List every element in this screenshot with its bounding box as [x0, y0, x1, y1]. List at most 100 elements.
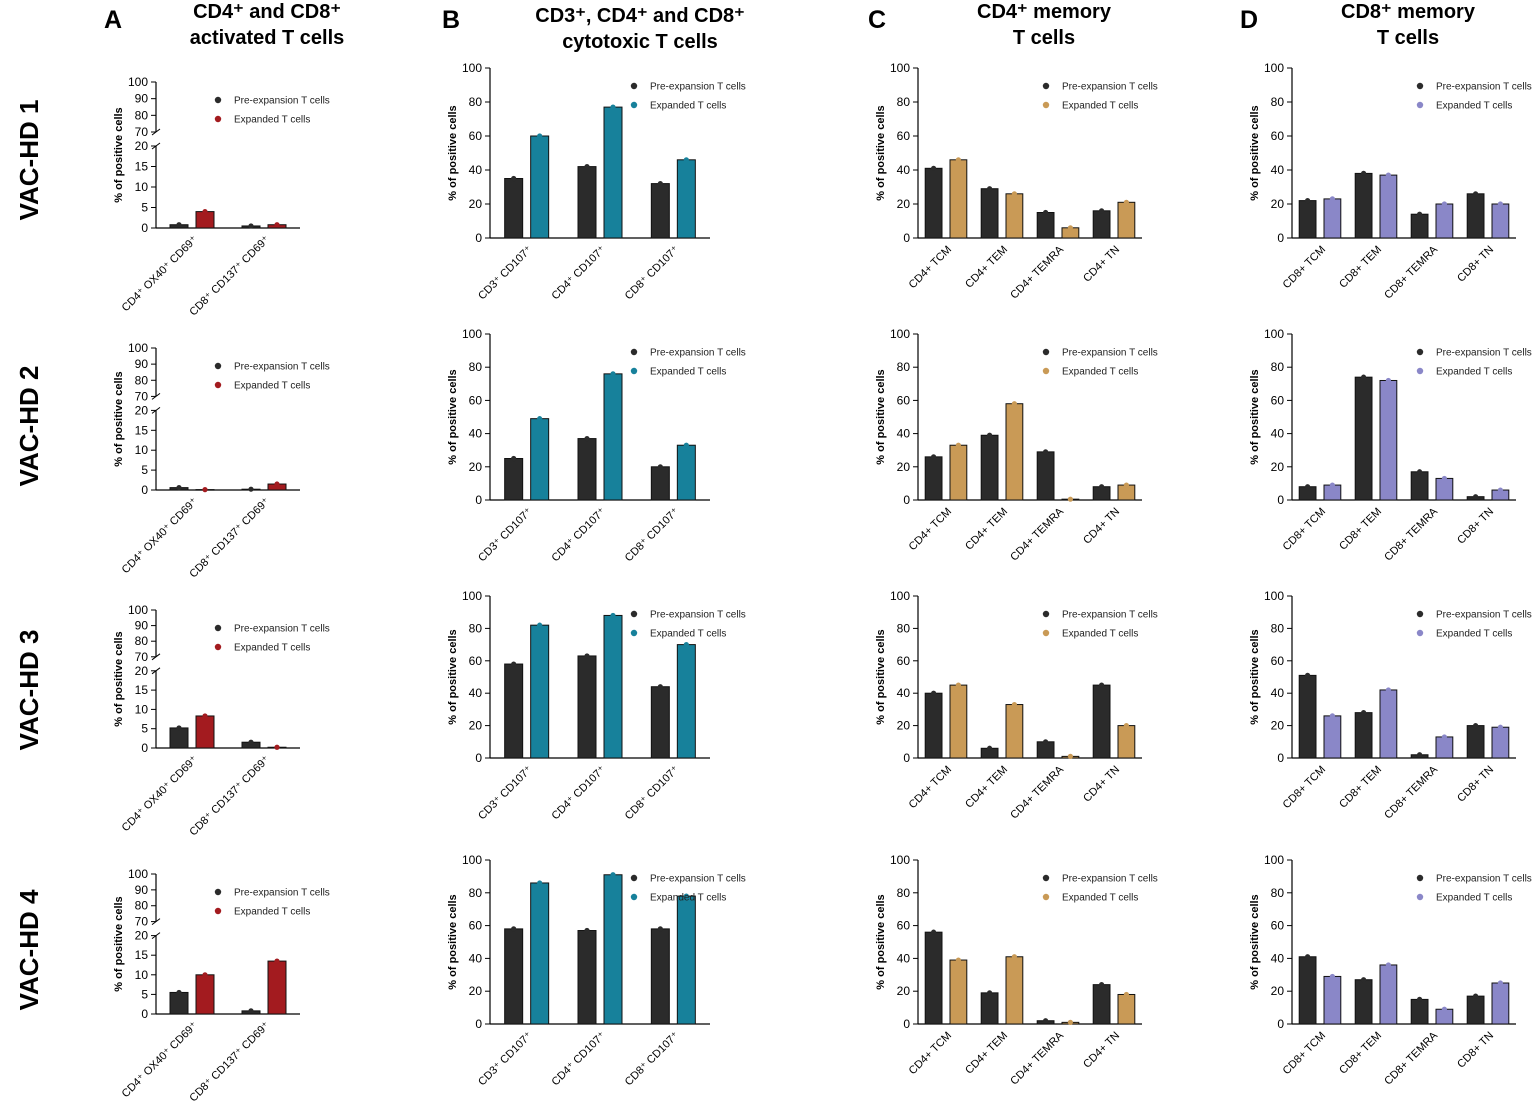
data-point-pre-expansion: [1305, 484, 1311, 490]
data-point-expanded: [1067, 1019, 1073, 1025]
data-point-pre-expansion: [584, 435, 590, 442]
x-category-label: CD3⁺ CD107⁺: [476, 764, 535, 823]
x-category-label: CD8⁺ CD107⁺: [623, 244, 682, 303]
bar-expanded: [1379, 689, 1398, 759]
y-tick-label: 100: [890, 327, 910, 341]
data-point-pre-expansion: [1305, 672, 1311, 678]
bar-expanded: [603, 106, 623, 239]
x-category-label: CD4⁺ CD107⁺: [549, 764, 608, 823]
y-axis-label: % of positive cells: [875, 105, 887, 200]
y-tick-label: 80: [897, 621, 911, 635]
legend-marker-expanded: [630, 101, 638, 109]
y-tick-label: 0: [475, 751, 482, 765]
data-point-expanded: [1329, 973, 1335, 980]
bar-pre-expansion: [1466, 725, 1485, 759]
bar-pre-expansion: [650, 928, 670, 1025]
y-axis-label: % of positive cells: [875, 894, 887, 989]
x-category-label: CD8+ TCM: [1281, 764, 1328, 811]
data-point-pre-expansion: [657, 684, 663, 690]
panel-title-d: CD8⁺ memory: [1341, 1, 1476, 23]
y-axis-label: % of positive cells: [113, 371, 125, 466]
x-category-label: CD8⁺ CD137⁺ CD69⁺: [187, 1020, 272, 1105]
bar-expanded: [1005, 956, 1024, 1025]
y-tick-label: 100: [1264, 61, 1284, 75]
legend-marker-expanded: [214, 643, 222, 651]
y-tick-label: 20: [135, 139, 149, 153]
data-point-expanded: [1123, 723, 1129, 729]
x-category-label: CD3⁺ CD107⁺: [476, 244, 535, 303]
y-tick-label: 40: [897, 951, 911, 965]
chart-a-row2: 70 80 90 100 0 5 10 15 20 % of positive cells CD4⁺…: [113, 341, 330, 580]
x-category-label: CD8+ TEM: [1337, 764, 1384, 811]
legend-marker-pre-expansion: [1042, 348, 1050, 356]
bar-expanded: [530, 624, 550, 759]
data-point-pre-expansion: [176, 725, 182, 731]
bar-expanded: [1379, 379, 1398, 501]
bar-expanded: [267, 960, 287, 1015]
bar-expanded: [530, 135, 550, 239]
y-tick-label: 60: [1271, 129, 1285, 143]
y-tick-label: 40: [469, 686, 483, 700]
data-point-pre-expansion: [176, 222, 182, 228]
data-point-pre-expansion: [248, 1008, 254, 1014]
y-tick-label: 0: [141, 1007, 148, 1021]
bar-expanded: [603, 614, 623, 759]
bar-pre-expansion: [650, 183, 670, 239]
y-tick-label: 80: [1271, 95, 1285, 109]
y-tick-label: 20: [1271, 197, 1285, 211]
y-tick-label: 80: [469, 360, 483, 374]
y-tick-label: 5: [141, 463, 148, 477]
data-point-pre-expansion: [1099, 982, 1105, 988]
data-point-pre-expansion: [176, 485, 182, 491]
y-tick-label: 40: [897, 427, 911, 441]
bar-pre-expansion: [1410, 471, 1429, 501]
bar-pre-expansion: [1466, 995, 1485, 1025]
y-tick-label: 5: [141, 722, 148, 736]
y-axis-label: % of positive cells: [113, 631, 125, 726]
data-point-pre-expansion: [1043, 209, 1049, 216]
data-point-pre-expansion: [248, 739, 254, 745]
legend-marker-expanded: [214, 381, 222, 389]
data-point-expanded: [1329, 482, 1335, 488]
legend-label-expanded: Expanded T cells: [1062, 893, 1138, 904]
x-category-label: CD8+ TN: [1455, 506, 1496, 547]
y-tick-label: 80: [897, 886, 911, 900]
y-tick-label: 0: [475, 493, 482, 507]
data-point-pre-expansion: [1305, 198, 1311, 204]
legend-marker-pre-expansion: [214, 624, 222, 632]
bar-expanded: [1379, 964, 1398, 1025]
bar-pre-expansion: [1354, 376, 1373, 501]
y-tick-label: 40: [1271, 427, 1285, 441]
data-point-pre-expansion: [657, 464, 663, 470]
legend-marker-pre-expansion: [1416, 348, 1424, 356]
y-tick-label: 20: [469, 197, 483, 211]
panel-title-a: activated T cells: [190, 27, 345, 49]
panel-title-b: CD3⁺, CD4⁺ and CD8⁺: [535, 5, 744, 27]
legend-marker-pre-expansion: [630, 348, 638, 356]
bar-pre-expansion: [980, 188, 999, 239]
bar-pre-expansion: [504, 458, 524, 501]
y-tick-label: 0: [1277, 1017, 1284, 1031]
data-point-expanded: [1497, 487, 1503, 493]
x-category-label: CD4+ TCM: [907, 506, 954, 553]
y-axis-label: % of positive cells: [113, 896, 125, 991]
x-category-label: CD4+ TCM: [907, 764, 954, 811]
bar-expanded: [1435, 477, 1454, 501]
y-tick-label: 80: [897, 95, 911, 109]
y-tick-label: 100: [128, 867, 148, 881]
x-category-label: CD8+ TN: [1455, 244, 1496, 285]
y-tick-label: 15: [135, 160, 149, 174]
y-tick-label: 0: [903, 493, 910, 507]
bar-pre-expansion: [1092, 684, 1111, 759]
legend-marker-expanded: [1416, 367, 1424, 375]
bar-expanded: [603, 874, 623, 1025]
x-category-label: CD8+ TN: [1455, 764, 1496, 805]
data-point-pre-expansion: [1417, 469, 1423, 475]
y-tick-label: 80: [1271, 621, 1285, 635]
legend-label-pre-expansion: Pre-expansion T cells: [1436, 348, 1532, 359]
y-tick-label: 40: [1271, 163, 1285, 177]
x-category-label: CD8⁺ CD107⁺: [623, 1030, 682, 1089]
y-tick-label: 90: [135, 357, 149, 371]
